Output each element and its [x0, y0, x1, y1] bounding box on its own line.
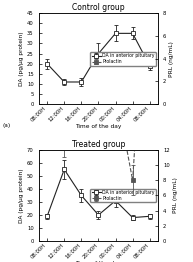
X-axis label: Time of the day: Time of the day [75, 261, 122, 262]
Y-axis label: DA (pg/μg protein): DA (pg/μg protein) [19, 31, 24, 86]
X-axis label: Time of the day: Time of the day [75, 124, 122, 129]
Y-axis label: DA (pg/μg protein): DA (pg/μg protein) [19, 168, 24, 223]
Title: Treated group: Treated group [72, 140, 125, 149]
Legend: DA in anterior pituitary, Prolactin: DA in anterior pituitary, Prolactin [90, 189, 156, 202]
Y-axis label: PRL (ng/mL): PRL (ng/mL) [173, 178, 178, 213]
Y-axis label: PRL (ng/mL): PRL (ng/mL) [169, 41, 174, 77]
Text: (a): (a) [3, 123, 11, 128]
Legend: DA in anterior pituitary, Prolactin: DA in anterior pituitary, Prolactin [90, 52, 156, 66]
Title: Control group: Control group [72, 3, 125, 12]
